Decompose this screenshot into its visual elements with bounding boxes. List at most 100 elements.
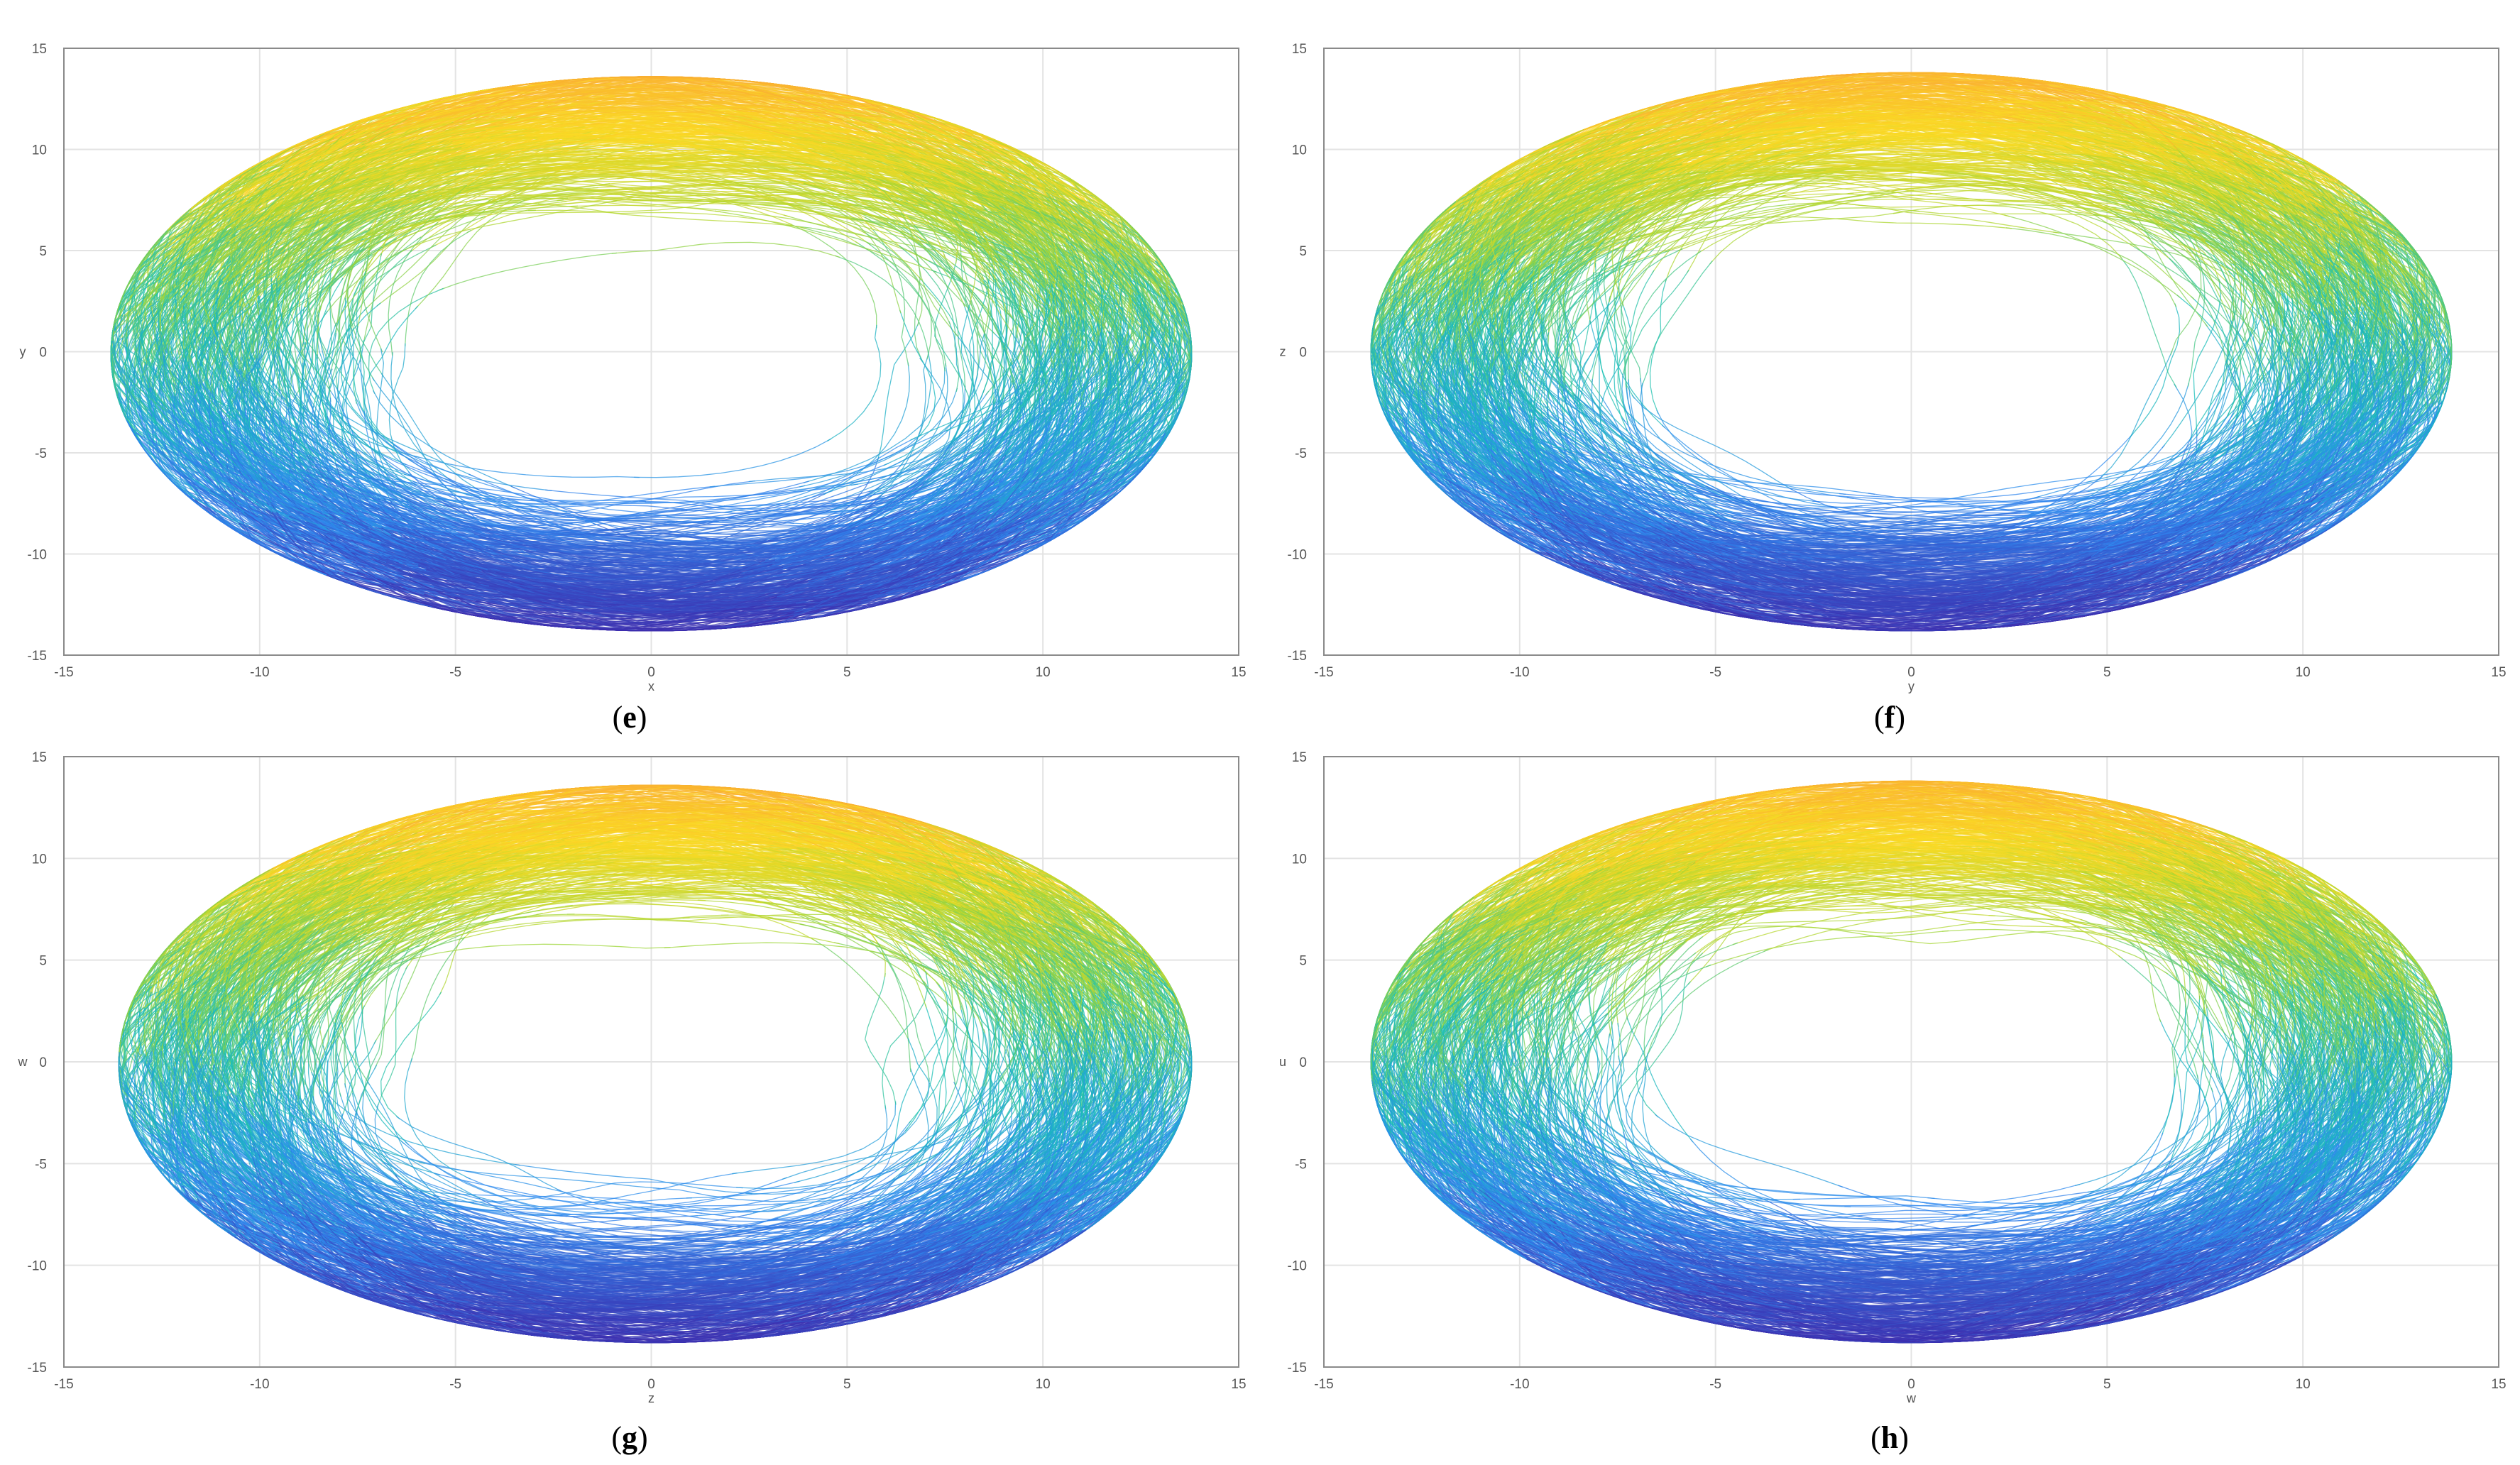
trajectory-segment: [315, 194, 641, 216]
trajectory-segment: [855, 241, 946, 372]
trajectory-segment: [351, 251, 402, 377]
trajectory-segment: [329, 517, 647, 608]
trajectory-segment: [882, 219, 923, 362]
trajectory-segment: [577, 500, 836, 539]
trajectory-segment: [462, 116, 743, 190]
trajectory-segment: [772, 445, 1046, 545]
trajectory-segment: [714, 210, 937, 273]
trajectory-segment: [508, 503, 780, 536]
trajectory-segment: [1755, 503, 2034, 515]
x-tick-label: 15: [1231, 665, 1246, 680]
trajectory-segment: [877, 322, 920, 461]
trajectory-segment: [273, 124, 645, 172]
trajectory-segment: [219, 222, 292, 387]
trajectory-segment: [209, 419, 409, 602]
trajectory-segment: [388, 221, 439, 356]
trajectory-segment: [783, 214, 1048, 285]
trajectory-segment: [270, 147, 402, 322]
trajectory-segment: [1029, 283, 1122, 472]
trajectory-segment: [257, 310, 306, 483]
trajectory-segment: [413, 528, 782, 572]
trajectory-segment: [1063, 282, 1154, 468]
trajectory-segment: [1661, 424, 1830, 523]
y-tick-label: 10: [32, 143, 47, 158]
trajectory-segment: [439, 252, 617, 291]
trajectory-segment: [157, 240, 305, 407]
trajectory-segment: [691, 147, 904, 249]
trajectory-segment: [1095, 247, 1178, 452]
trajectory-segment: [959, 203, 1146, 351]
trajectory-segment: [190, 299, 297, 474]
trajectory-segment: [374, 450, 601, 544]
trajectory-segment: [633, 438, 831, 478]
trajectory-segment: [601, 180, 919, 233]
trajectory-segment: [918, 276, 973, 416]
trajectory-segment: [400, 461, 637, 530]
trajectory-segment: [241, 307, 321, 461]
trajectory-segment: [981, 275, 996, 445]
trajectory-segment: [221, 121, 454, 288]
trajectory-segment: [858, 212, 985, 337]
trajectory-segment: [527, 209, 807, 229]
trajectory-segment: [1029, 285, 1067, 468]
trajectory-segment: [544, 522, 857, 537]
trajectory-segment: [917, 390, 1177, 522]
trajectory-segment: [897, 138, 1161, 287]
trajectory-segment: [1614, 285, 1628, 432]
trajectory-segment: [897, 135, 1122, 289]
trajectory-segment: [348, 278, 380, 434]
trajectory-segment: [408, 77, 786, 141]
trajectory-segment: [501, 497, 802, 515]
trajectory-segment: [124, 254, 199, 433]
trajectory-segment: [276, 278, 338, 468]
trajectory-segment: [147, 259, 235, 446]
trajectory-segment: [1046, 207, 1082, 414]
trajectory-segment: [319, 194, 594, 260]
trajectory-segment: [139, 143, 299, 337]
trajectory-segment: [680, 515, 993, 610]
x-tick-label: 10: [1036, 665, 1051, 680]
trajectory-segment: [705, 146, 987, 241]
trajectory-segment: [745, 489, 1108, 564]
trajectory-segment: [803, 367, 946, 483]
trajectory-segment: [586, 192, 867, 234]
trajectory-segment: [390, 352, 451, 481]
trajectory-segment: [1545, 353, 1670, 506]
trajectory-segment: [782, 468, 1108, 569]
trajectory-segment: [1110, 260, 1142, 463]
trajectory-segment: [918, 344, 1051, 481]
trajectory-segment: [1065, 240, 1180, 433]
trajectory-segment: [788, 222, 877, 329]
trajectory-segment: [1044, 249, 1146, 415]
trajectory-segment: [611, 241, 840, 258]
trajectory-segment: [645, 462, 889, 503]
trajectory-segment: [214, 199, 437, 331]
trajectory-segment: [2162, 317, 2234, 449]
trajectory-segment: [638, 515, 983, 557]
trajectory-segment: [342, 120, 663, 192]
trajectory-segment: [368, 287, 444, 394]
trajectory-segment: [519, 184, 790, 218]
trajectory-segment: [446, 559, 858, 600]
trajectory-segment: [469, 473, 733, 517]
trajectory-segment: [592, 186, 793, 226]
trajectory-segment: [300, 306, 405, 457]
trajectory-segment: [774, 412, 965, 506]
trajectory-segment: [912, 229, 1142, 351]
trajectory-segment: [603, 546, 904, 600]
trajectory-segment: [967, 160, 1102, 337]
trajectory-segment: [1100, 300, 1193, 495]
trajectory-segment: [363, 198, 493, 311]
trajectory-segment: [177, 290, 274, 455]
trajectory-segment: [306, 255, 369, 417]
trajectory-segment: [474, 487, 725, 520]
trajectory-segment: [959, 186, 1065, 368]
trajectory-segment: [248, 282, 287, 458]
trajectory-segment: [368, 177, 608, 248]
trajectory-segment: [113, 211, 229, 399]
trajectory-segment: [135, 432, 393, 590]
trajectory-segment: [1073, 265, 1124, 471]
trajectory-segment: [1008, 344, 1122, 545]
trajectory-segment: [405, 556, 760, 615]
trajectory-segment: [591, 560, 988, 619]
